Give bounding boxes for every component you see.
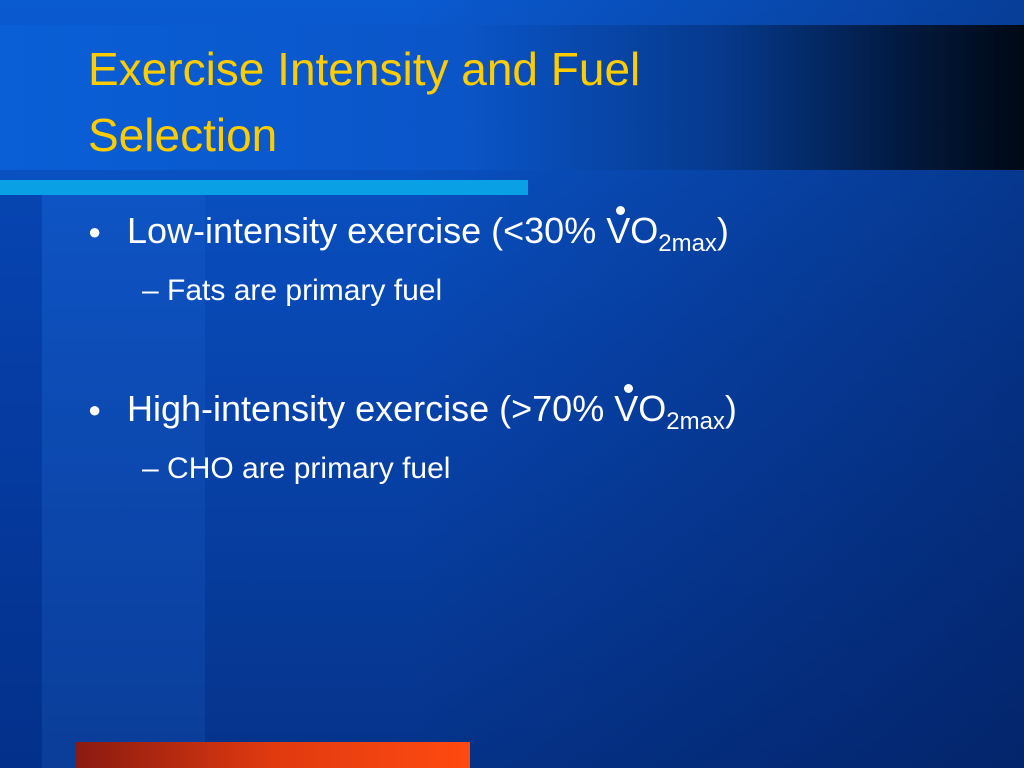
- sub-bullet: – Fats are primary fuel: [142, 274, 443, 307]
- decor-strip: [42, 195, 205, 768]
- bullet-suffix: ): [724, 388, 737, 429]
- subscript: 2max: [658, 230, 717, 257]
- sub-bullet-text: Fats are primary fuel: [167, 274, 443, 307]
- sub-bullet: – CHO are primary fuel: [142, 452, 451, 485]
- title-banner: [0, 25, 1024, 170]
- bullet-text: Low-intensity exercise (<30%: [127, 210, 607, 251]
- title-line: Selection: [88, 109, 278, 161]
- decor-strip: [0, 195, 42, 768]
- bullet-suffix: ): [716, 210, 729, 251]
- slide-title: Exercise Intensity and Fuel Selection: [88, 36, 640, 168]
- bullet: ● High-intensity exercise (>70% VO2max): [88, 388, 737, 435]
- bullet-text: High-intensity exercise (>70%: [127, 388, 615, 429]
- symbol: VO: [606, 210, 659, 251]
- bullet: ● Low-intensity exercise (<30% VO2max): [88, 210, 729, 257]
- subscript: 2max: [666, 408, 725, 435]
- sub-bullet-text: CHO are primary fuel: [167, 452, 451, 485]
- title-line: Exercise Intensity and Fuel: [88, 43, 641, 95]
- accent-bar: [0, 180, 528, 195]
- symbol: VO: [614, 388, 667, 429]
- accent-bar: [76, 742, 470, 768]
